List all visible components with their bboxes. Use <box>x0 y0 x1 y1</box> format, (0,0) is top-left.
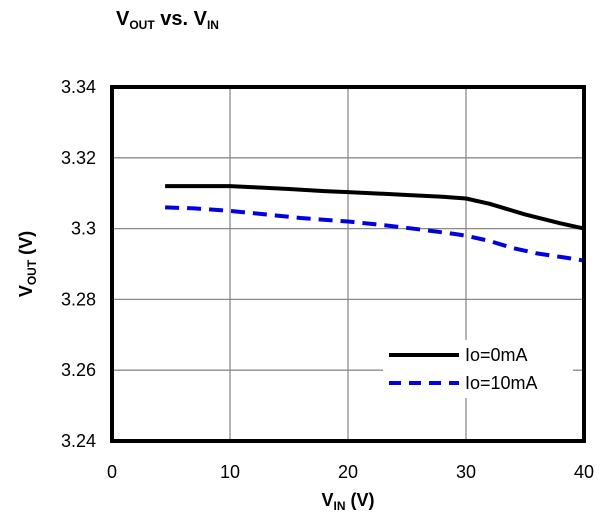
chart-title-sub2: IN <box>207 18 219 32</box>
y-tick-label-4: 3.32 <box>61 148 96 168</box>
y-axis-title: VOUT (V) <box>16 231 39 297</box>
y-tick-label-2: 3.28 <box>61 289 96 309</box>
x-axis-title: VIN (V) <box>321 490 374 513</box>
y-axis-title-sub: OUT <box>25 259 39 285</box>
plot-frame <box>110 85 586 443</box>
y-tick-label-0: 3.24 <box>61 431 96 451</box>
chart-title-mid: vs. V <box>155 8 208 30</box>
series-line-io-10ma <box>165 205 585 263</box>
x-tick-label-2: 20 <box>338 462 358 482</box>
x-axis-title-suffix: (V) <box>346 490 375 510</box>
chart-title-main: V <box>116 8 130 30</box>
x-tick-label-3: 30 <box>456 462 476 482</box>
series-lines <box>165 184 585 263</box>
x-tick-labels: 0 10 20 30 40 <box>107 462 594 482</box>
x-axis-title-main: V <box>321 490 333 510</box>
legend: Io=0mA Io=10mA <box>383 340 573 398</box>
legend-background <box>383 340 573 398</box>
x-tick-label-1: 10 <box>220 462 240 482</box>
x-axis-title-sub: IN <box>334 499 346 513</box>
x-tick-label-4: 40 <box>574 462 594 482</box>
y-tick-label-5: 3.34 <box>61 77 96 97</box>
series-line-io-0ma <box>165 184 585 231</box>
chart-title-sub1: OUT <box>129 18 155 32</box>
y-tick-label-1: 3.26 <box>61 360 96 380</box>
legend-label-io0: Io=0mA <box>465 345 528 365</box>
y-tick-labels: 3.24 3.26 3.28 3.3 3.32 3.34 <box>61 77 96 451</box>
x-tick-label-0: 0 <box>107 462 117 482</box>
chart-title: VOUT vs. VIN <box>116 8 219 32</box>
y-axis-title-main: V <box>16 285 36 297</box>
y-tick-label-3: 3.3 <box>71 219 96 239</box>
y-axis-title-suffix: (V) <box>16 231 36 260</box>
legend-label-io10: Io=10mA <box>465 373 538 393</box>
